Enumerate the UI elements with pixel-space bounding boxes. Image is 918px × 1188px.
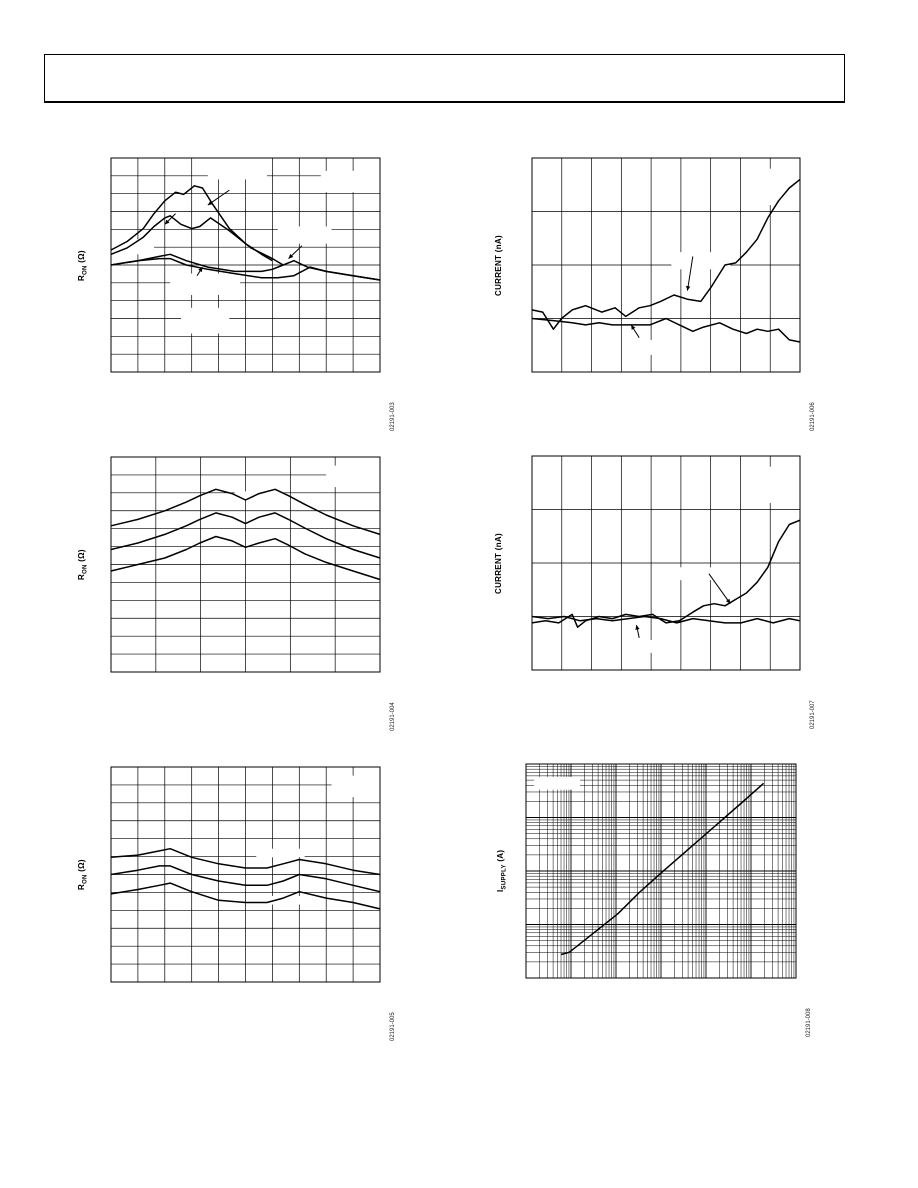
plot-frame-c6	[525, 763, 797, 979]
series-line-4	[110, 257, 381, 281]
label-area	[633, 640, 672, 653]
label-area	[256, 848, 305, 858]
label-area	[741, 466, 800, 504]
label-area	[671, 252, 731, 270]
series-line-1	[560, 782, 765, 956]
annotation-arrow	[164, 213, 176, 225]
y-axis-label-unit: (A)	[496, 849, 505, 865]
y-axis-label: ISUPPLY (A)	[496, 850, 508, 892]
series-line-3	[110, 882, 381, 910]
grid-c4	[532, 158, 800, 372]
label-area	[326, 465, 380, 488]
plot-frame-c2	[110, 456, 381, 673]
y-axis-label-main: I	[496, 889, 505, 892]
series-line-3	[110, 535, 381, 581]
label-area	[207, 158, 268, 180]
label-area	[534, 776, 580, 790]
label-area	[277, 226, 332, 244]
label-area	[234, 491, 284, 500]
series-line-2	[110, 865, 381, 893]
annotation-arrow	[207, 189, 230, 206]
series-line-2	[110, 215, 284, 266]
grid-c2	[111, 457, 380, 672]
annotation-arrow	[196, 266, 203, 276]
label-area	[666, 567, 715, 581]
grid-c6	[525, 764, 796, 979]
annotation-arrow	[630, 324, 640, 339]
label-area	[320, 170, 380, 193]
annotation-arrow	[635, 624, 640, 639]
plot-frame-c4	[531, 157, 801, 373]
page-header-box	[44, 54, 845, 103]
annotation-arrow	[708, 573, 731, 604]
series-line-1	[531, 178, 801, 330]
label-area	[180, 307, 230, 334]
series-line-2	[110, 512, 381, 559]
label-area	[628, 339, 672, 355]
series-line-2	[531, 615, 801, 624]
plot-frame-c5	[531, 455, 801, 671]
series-line-1	[110, 847, 381, 876]
y-axis-label-sub: SUPPLY	[501, 864, 508, 890]
series-line-2	[531, 317, 801, 343]
series-line-1	[110, 488, 381, 536]
label-area	[170, 273, 241, 295]
annotation-arrow	[288, 245, 303, 259]
annotation-arrow	[685, 256, 694, 291]
label-area	[331, 775, 380, 798]
figure-code: 02191-008	[806, 1008, 812, 1037]
label-area	[256, 896, 305, 905]
